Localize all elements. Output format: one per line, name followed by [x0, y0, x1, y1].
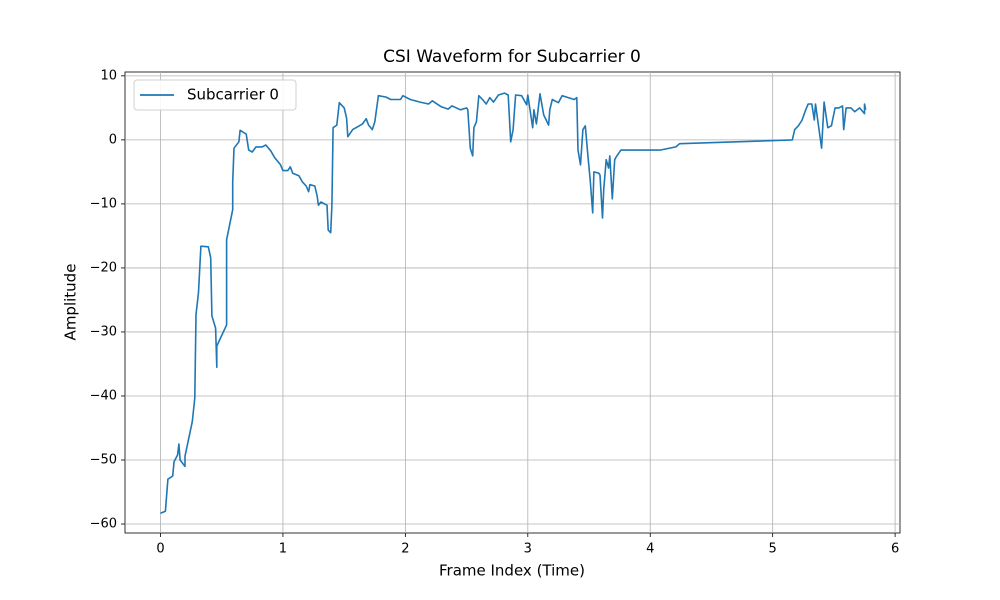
data-line [160, 92, 867, 514]
x-tick-label: 6 [891, 542, 899, 557]
x-tick-label: 4 [646, 542, 654, 557]
legend-label: Subcarrier 0 [187, 86, 279, 104]
chart-title: CSI Waveform for Subcarrier 0 [383, 47, 641, 67]
x-axis-label: Frame Index (Time) [439, 562, 585, 580]
x-tick-label: 1 [279, 542, 287, 557]
plot-frame [124, 71, 901, 534]
y-tick-label: 0 [109, 132, 117, 147]
x-tick-label: 3 [524, 542, 532, 557]
y-tick-label: −40 [90, 388, 117, 403]
y-tick-label: −10 [90, 196, 117, 211]
y-axis-label: Amplitude [62, 264, 80, 341]
legend-box [133, 79, 297, 111]
y-tick-label: 10 [100, 68, 117, 83]
x-tick-label: 2 [401, 542, 409, 557]
y-tick-label: −20 [90, 260, 117, 275]
y-tick-label: −50 [90, 453, 117, 468]
x-tick-label: 0 [156, 542, 164, 557]
y-tick-label: −60 [90, 517, 117, 532]
y-tick-label: −30 [90, 324, 117, 339]
x-tick-label: 5 [769, 542, 777, 557]
